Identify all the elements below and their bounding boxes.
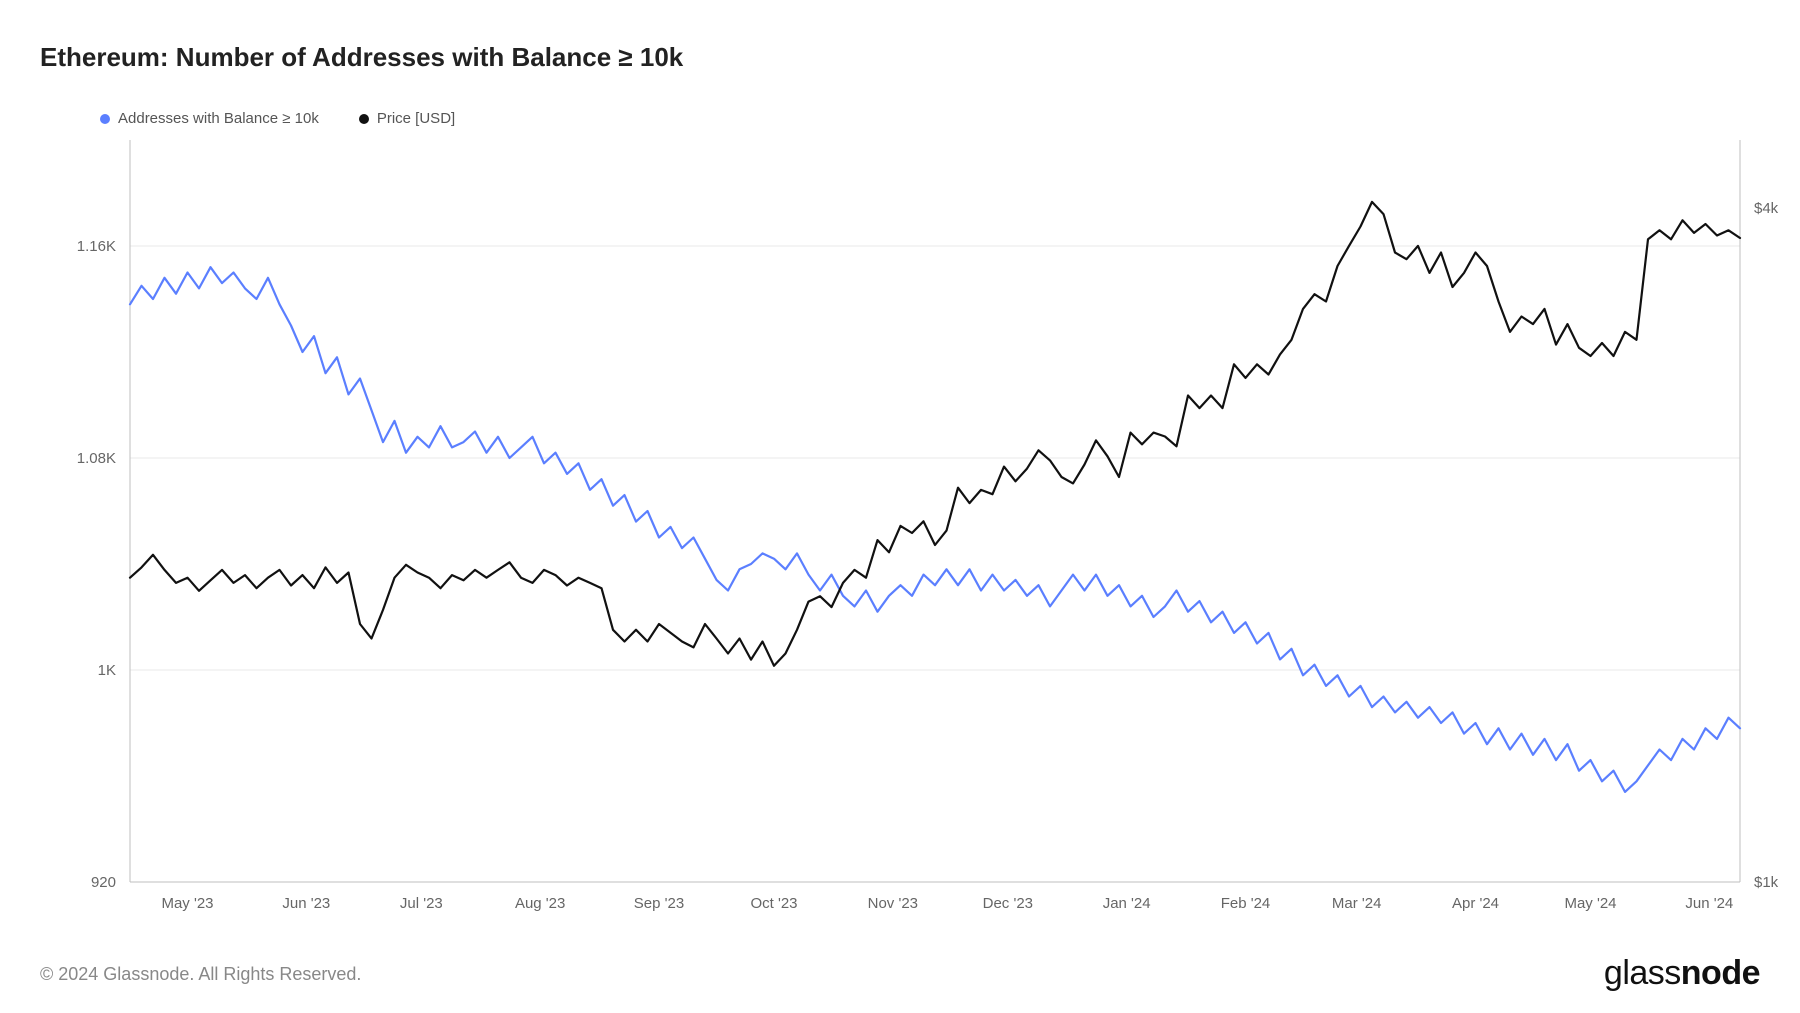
svg-text:Jan '24: Jan '24 bbox=[1103, 895, 1151, 912]
svg-text:Sep '23: Sep '23 bbox=[634, 895, 684, 912]
svg-text:Oct '23: Oct '23 bbox=[750, 895, 797, 912]
svg-text:1.08K: 1.08K bbox=[77, 450, 116, 467]
svg-text:May '24: May '24 bbox=[1564, 895, 1616, 912]
svg-text:Nov '23: Nov '23 bbox=[868, 895, 918, 912]
svg-text:$4k: $4k bbox=[1754, 200, 1779, 217]
svg-text:Aug '23: Aug '23 bbox=[515, 895, 565, 912]
svg-text:Apr '24: Apr '24 bbox=[1452, 895, 1499, 912]
brand-prefix: glass bbox=[1604, 954, 1681, 992]
svg-text:Mar '24: Mar '24 bbox=[1332, 895, 1382, 912]
svg-text:Jun '23: Jun '23 bbox=[282, 895, 330, 912]
brand-logo: glassnode bbox=[1604, 954, 1760, 993]
chart-svg: 920 1K 1.08K 1.16K $1k $4k May '23 Jun '23 Jul '… bbox=[0, 0, 1800, 1013]
svg-text:Dec '23: Dec '23 bbox=[983, 895, 1033, 912]
svg-text:1.16K: 1.16K bbox=[77, 238, 116, 255]
svg-text:Jul '23: Jul '23 bbox=[400, 895, 443, 912]
brand-bold: node bbox=[1681, 954, 1760, 992]
svg-text:$1k: $1k bbox=[1754, 874, 1779, 891]
svg-text:1K: 1K bbox=[98, 662, 116, 679]
svg-text:Jun '24: Jun '24 bbox=[1685, 895, 1733, 912]
svg-text:Feb '24: Feb '24 bbox=[1221, 895, 1271, 912]
copyright: © 2024 Glassnode. All Rights Reserved. bbox=[40, 964, 361, 985]
svg-text:920: 920 bbox=[91, 874, 116, 891]
svg-text:May '23: May '23 bbox=[161, 895, 213, 912]
